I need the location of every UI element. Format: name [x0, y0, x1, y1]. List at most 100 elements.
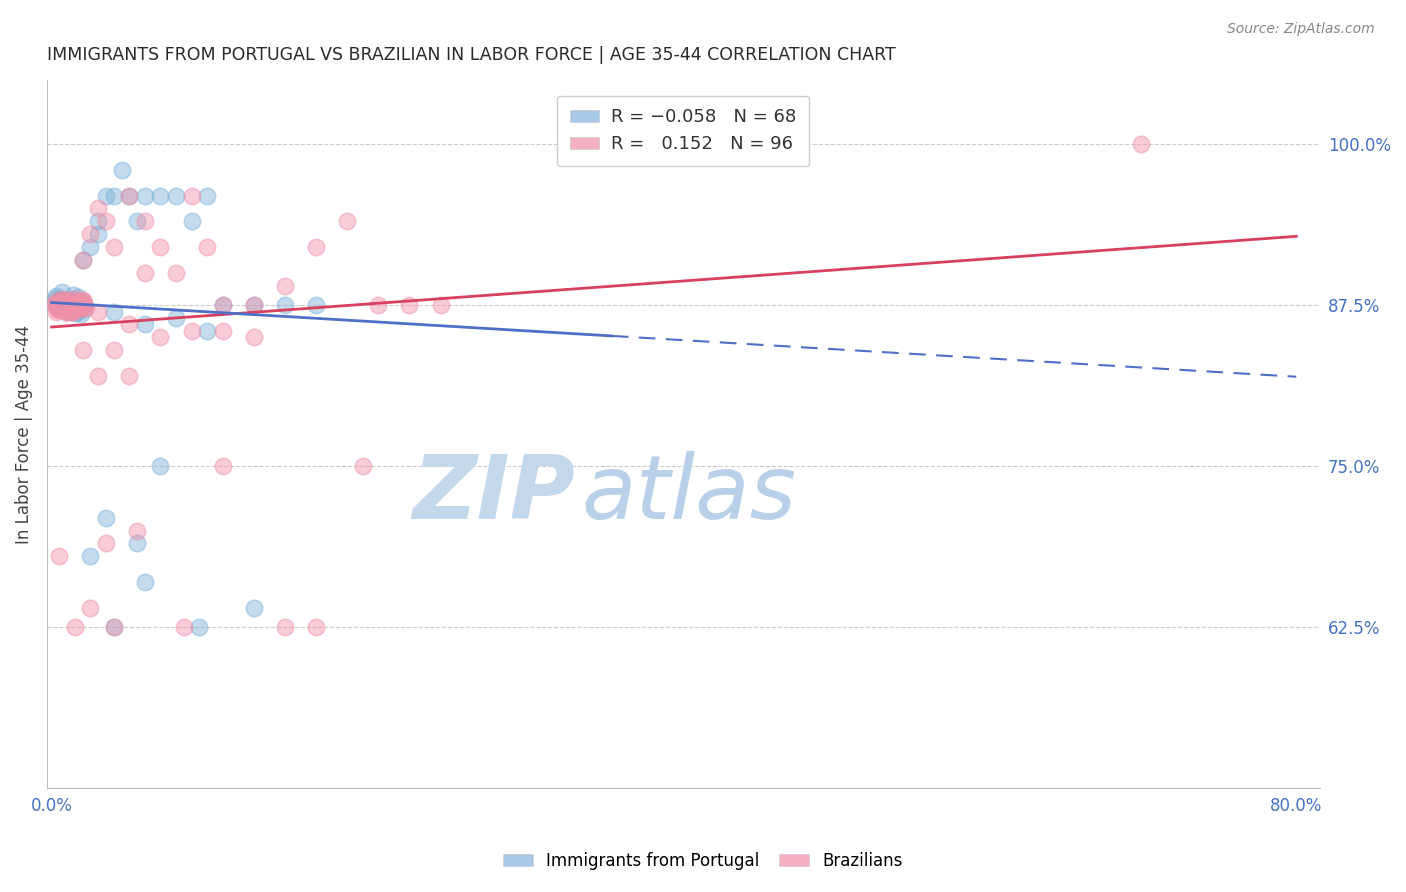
Point	[165, 311, 187, 326]
Point	[211, 459, 233, 474]
Legend: R = −0.058   N = 68, R =   0.152   N = 96: R = −0.058 N = 68, R = 0.152 N = 96	[557, 95, 810, 166]
Point	[149, 330, 172, 344]
Point	[94, 510, 117, 524]
Point	[69, 298, 91, 312]
Point	[45, 289, 67, 303]
Point	[44, 298, 66, 312]
Point	[118, 318, 141, 332]
Point	[55, 304, 77, 318]
Point	[66, 301, 89, 316]
Point	[211, 298, 233, 312]
Point	[63, 306, 86, 320]
Point	[51, 285, 73, 300]
Point	[70, 301, 93, 315]
Point	[46, 303, 69, 318]
Point	[44, 292, 66, 306]
Point	[110, 162, 132, 177]
Point	[134, 214, 156, 228]
Point	[305, 620, 328, 634]
Point	[352, 459, 374, 474]
Point	[70, 295, 93, 310]
Point	[118, 188, 141, 202]
Point	[59, 303, 82, 318]
Point	[66, 293, 89, 307]
Point	[149, 240, 172, 254]
Point	[59, 298, 82, 312]
Point	[149, 188, 172, 202]
Point	[58, 300, 80, 314]
Point	[51, 292, 73, 306]
Point	[62, 303, 84, 318]
Point	[87, 304, 110, 318]
Point	[367, 298, 389, 312]
Point	[195, 188, 218, 202]
Point	[56, 297, 79, 311]
Point	[195, 240, 218, 254]
Point	[58, 300, 80, 314]
Point	[55, 294, 77, 309]
Point	[79, 600, 101, 615]
Point	[72, 343, 94, 358]
Point	[87, 214, 110, 228]
Point	[63, 297, 86, 311]
Point	[45, 298, 67, 312]
Point	[49, 301, 72, 316]
Point	[429, 298, 451, 312]
Point	[87, 227, 110, 242]
Point	[118, 188, 141, 202]
Text: Source: ZipAtlas.com: Source: ZipAtlas.com	[1227, 22, 1375, 37]
Point	[59, 303, 82, 318]
Point	[62, 288, 84, 302]
Point	[55, 301, 77, 316]
Point	[45, 304, 67, 318]
Point	[53, 297, 76, 311]
Point	[72, 297, 94, 311]
Point	[195, 324, 218, 338]
Point	[72, 293, 94, 307]
Point	[188, 620, 211, 634]
Point	[274, 620, 297, 634]
Point	[51, 301, 73, 316]
Point	[48, 300, 70, 314]
Point	[134, 188, 156, 202]
Point	[56, 304, 79, 318]
Text: atlas: atlas	[582, 451, 796, 537]
Point	[70, 294, 93, 309]
Point	[56, 293, 79, 307]
Point	[49, 295, 72, 310]
Point	[103, 620, 125, 634]
Point	[94, 214, 117, 228]
Point	[48, 292, 70, 306]
Point	[53, 301, 76, 316]
Point	[72, 253, 94, 268]
Point	[48, 297, 70, 311]
Point	[60, 301, 83, 316]
Point	[46, 301, 69, 316]
Point	[134, 575, 156, 590]
Point	[59, 297, 82, 311]
Point	[243, 330, 266, 344]
Point	[305, 298, 328, 312]
Point	[60, 304, 83, 318]
Point	[45, 294, 67, 309]
Point	[149, 459, 172, 474]
Point	[49, 294, 72, 309]
Point	[55, 301, 77, 315]
Point	[66, 290, 89, 304]
Point	[46, 300, 69, 314]
Point	[87, 368, 110, 383]
Point	[180, 324, 202, 338]
Point	[49, 294, 72, 309]
Point	[69, 295, 91, 310]
Point	[94, 188, 117, 202]
Text: ZIP: ZIP	[412, 450, 575, 538]
Point	[69, 301, 91, 315]
Text: IMMIGRANTS FROM PORTUGAL VS BRAZILIAN IN LABOR FORCE | AGE 35-44 CORRELATION CHA: IMMIGRANTS FROM PORTUGAL VS BRAZILIAN IN…	[46, 46, 896, 64]
Point	[180, 214, 202, 228]
Point	[60, 295, 83, 310]
Point	[103, 620, 125, 634]
Point	[53, 300, 76, 314]
Point	[134, 318, 156, 332]
Point	[48, 294, 70, 309]
Point	[94, 536, 117, 550]
